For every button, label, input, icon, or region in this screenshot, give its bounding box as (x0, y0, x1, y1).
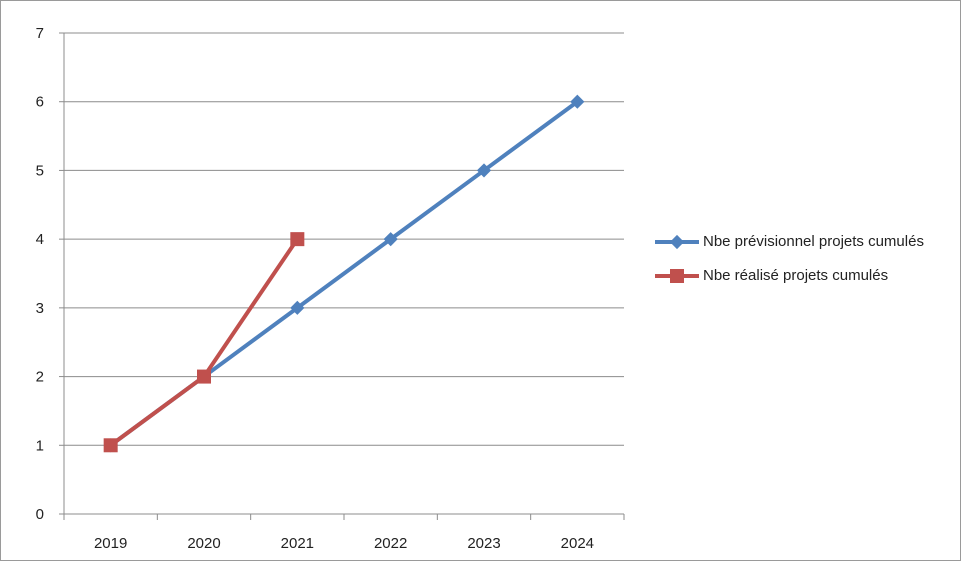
data-point-forecast (476, 163, 492, 178)
y-tick-label: 3 (36, 300, 44, 317)
y-tick-label: 7 (36, 25, 44, 42)
series-group (103, 94, 585, 453)
legend-label-actual: Nbe réalisé projets cumulés (703, 267, 889, 284)
y-tick-label: 4 (36, 231, 44, 248)
gridlines (64, 32, 624, 446)
data-point-actual (290, 232, 305, 247)
y-axis-ticks: 0 1 2 3 4 5 6 7 (36, 25, 64, 523)
data-point-actual (103, 438, 118, 453)
x-tick-label: 2021 (281, 535, 314, 552)
data-point-forecast (383, 232, 398, 247)
x-tick-label: 2020 (187, 535, 220, 552)
x-axis-ticks: 2019 2020 2021 2022 2023 2024 (63, 514, 625, 552)
y-tick-label: 6 (36, 94, 44, 111)
data-point-forecast (290, 300, 305, 315)
legend-swatch-forecast (655, 234, 699, 250)
x-tick-label: 2019 (94, 535, 127, 552)
legend-label-forecast: Nbe prévisionnel projets cumulés (703, 233, 924, 250)
legend-item-forecast: Nbe prévisionnel projets cumulés (655, 230, 955, 254)
x-tick-label: 2022 (374, 535, 407, 552)
series-line-actual (109, 238, 299, 447)
x-tick-label: 2024 (561, 535, 594, 552)
y-tick-label: 2 (36, 369, 44, 386)
legend-item-actual: Nbe réalisé projets cumulés (655, 264, 955, 288)
data-point-forecast (570, 94, 585, 109)
y-tick-label: 0 (36, 506, 44, 523)
legend-swatch-actual (655, 269, 699, 283)
x-tick-label: 2023 (467, 535, 500, 552)
y-tick-label: 5 (36, 162, 44, 179)
legend: Nbe prévisionnel projets cumulés Nbe réa… (655, 230, 955, 298)
data-point-actual (197, 369, 211, 384)
y-tick-label: 1 (36, 437, 44, 454)
